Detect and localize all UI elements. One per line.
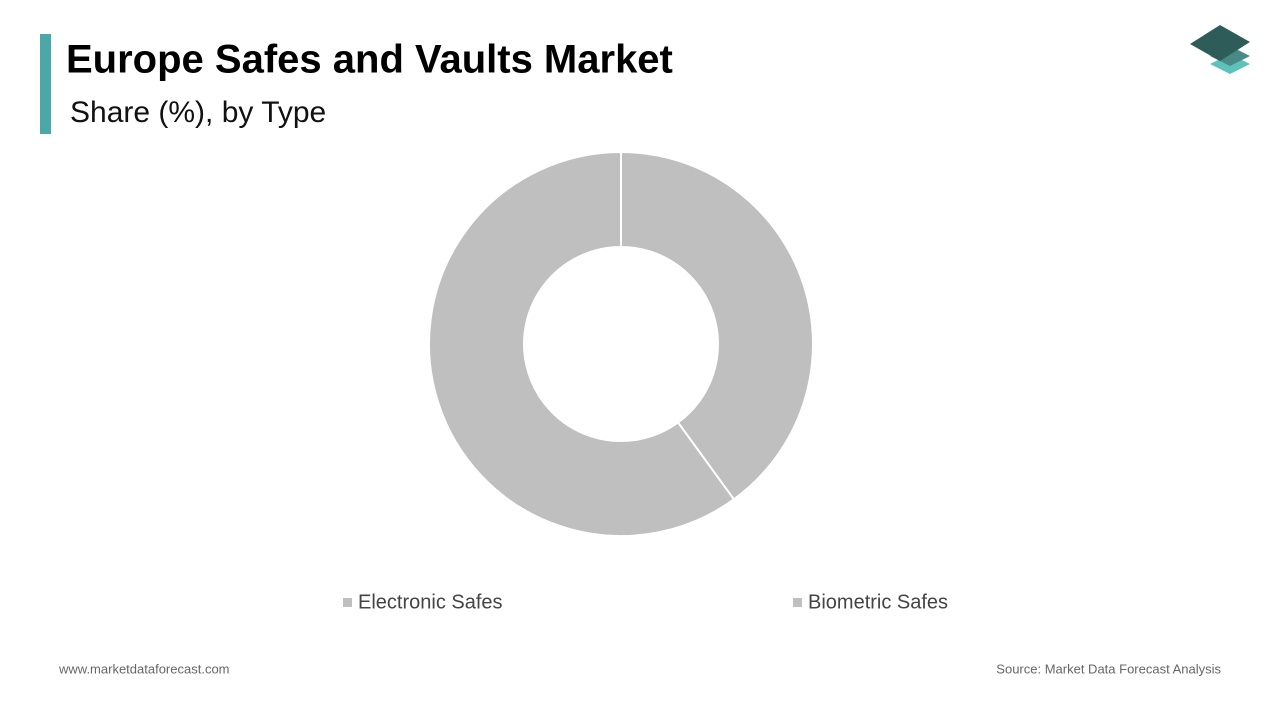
website: www.marketdataforecast.com — [58, 661, 230, 676]
source: Source: Market Data Forecast Analysis — [996, 661, 1221, 676]
chart-title: Europe Safes and Vaults Market — [66, 38, 673, 82]
legend-swatch — [793, 598, 802, 607]
legend-label: Electronic Safes — [358, 591, 503, 613]
logo — [1190, 25, 1250, 74]
chart-subtitle: Share (%), by Type — [70, 96, 326, 129]
legend-swatch — [343, 598, 352, 607]
donut-segment — [620, 150, 814, 501]
legend-label: Biometric Safes — [808, 591, 948, 613]
title-accent — [40, 34, 51, 134]
donut-segment — [428, 150, 736, 537]
